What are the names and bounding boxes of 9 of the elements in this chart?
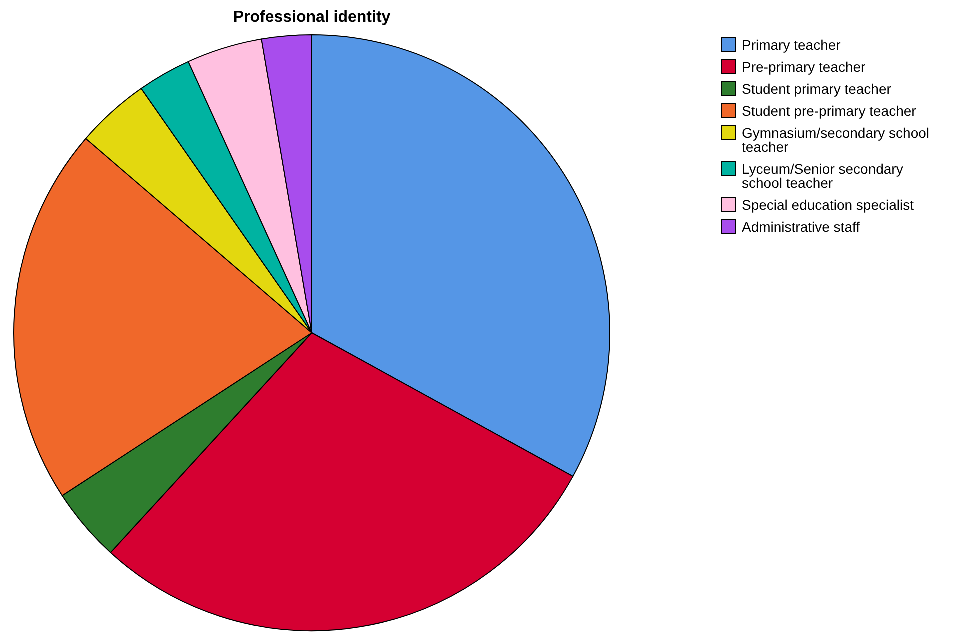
legend-label: Special education specialist bbox=[742, 197, 914, 213]
legend-label: Primary teacher bbox=[742, 37, 842, 53]
chart-title: Professional identity bbox=[233, 9, 391, 26]
legend-label: Lyceum/Senior secondary school teacher bbox=[742, 161, 904, 191]
legend-label: Gymnasium/secondary school teacher bbox=[742, 125, 930, 155]
legend-label: Administrative staff bbox=[742, 219, 860, 235]
legend-label: Student pre-primary teacher bbox=[742, 103, 917, 119]
legend-label: Pre-primary teacher bbox=[742, 59, 866, 75]
legend-label: Student primary teacher bbox=[742, 81, 892, 97]
